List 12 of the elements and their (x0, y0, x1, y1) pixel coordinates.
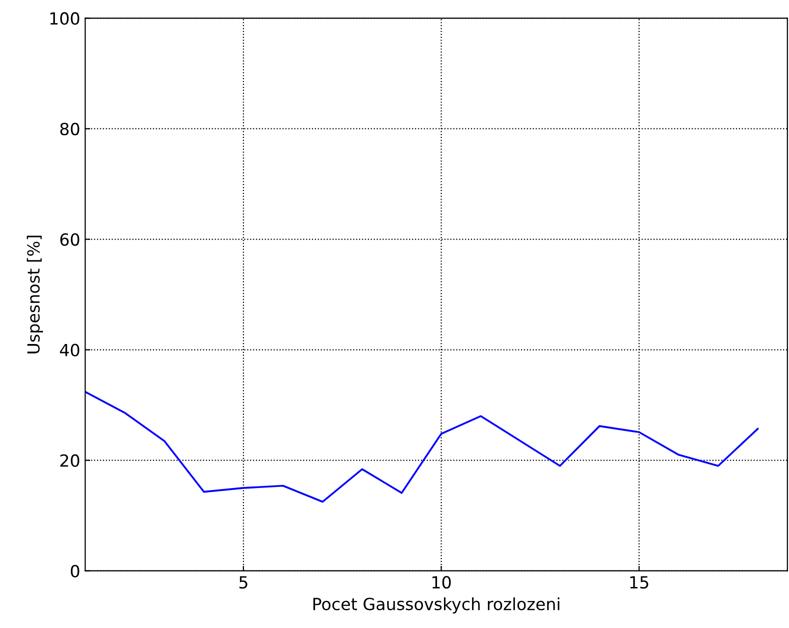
y-tick-label: 80 (60, 122, 80, 136)
y-tick-label: 0 (70, 564, 80, 578)
y-tick-label: 20 (60, 454, 80, 467)
y-tick-label: 40 (60, 344, 80, 356)
y-tick-label: 100 (50, 12, 80, 25)
x-axis-title: Pocet Gaussovskych rozlozeni (313, 597, 560, 614)
x-tick-label: 10 (432, 576, 451, 589)
y-axis-title: Uspesnost [%] (26, 236, 43, 354)
x-tick-label: 15 (630, 576, 648, 589)
line-series (85, 390, 759, 503)
x-tick-label: 5 (239, 576, 248, 589)
y-tick-label: 60 (60, 233, 80, 246)
